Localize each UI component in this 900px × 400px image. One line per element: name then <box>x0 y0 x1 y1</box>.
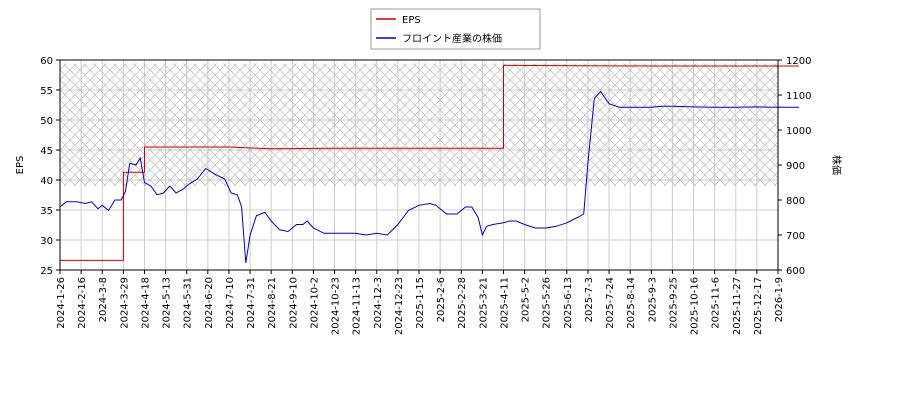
x-tick-label: 2024-1-26 <box>56 277 67 329</box>
x-tick-label: 2024-2-16 <box>77 277 88 329</box>
x-tick-label: 2025-11-27 <box>732 277 743 335</box>
eps-line <box>60 64 800 261</box>
x-tick-label: 2025-9-3 <box>647 277 658 322</box>
x-tick-label: 2024-12-23 <box>394 277 405 335</box>
x-tick-label: 2024-7-31 <box>246 277 257 329</box>
x-tick-label: 2025-4-11 <box>499 277 510 329</box>
x-tick-label: 2025-3-21 <box>478 277 489 329</box>
x-tick-label: 2025-11-6 <box>711 277 722 329</box>
x-tick-label: 2025-7-24 <box>605 277 616 329</box>
right-axis: 600 700 800 900 1000 1100 1200 <box>778 56 811 277</box>
stock-price-line <box>59 90 800 264</box>
hatched-band <box>60 63 778 186</box>
x-tick-label: 2025-5-2 <box>521 277 532 322</box>
legend: EPS フロイント産業の株価 <box>370 8 541 50</box>
x-tick-label: 2024-4-18 <box>140 277 151 329</box>
x-tick-label: 2025-1-15 <box>415 277 426 329</box>
series-layer <box>59 64 800 264</box>
left-tick-label: 55 <box>40 86 53 97</box>
x-tick-label: 2025-12-17 <box>753 277 764 335</box>
x-tick-label: 2025-8-14 <box>626 277 637 329</box>
right-tick-label: 1100 <box>786 91 811 102</box>
x-tick-label: 2025-6-13 <box>563 277 574 329</box>
right-tick-label: 600 <box>786 266 805 277</box>
x-tick-label: 2024-7-10 <box>225 277 236 329</box>
right-tick-label: 900 <box>786 161 805 172</box>
left-tick-label: 60 <box>40 56 53 67</box>
legend-box <box>370 8 541 50</box>
left-tick-label: 25 <box>40 266 53 277</box>
x-tick-label: 2024-3-29 <box>119 277 130 329</box>
x-tick-label: 2025-2-28 <box>457 277 468 329</box>
legend-label-stock: フロイント産業の株価 <box>402 32 502 45</box>
x-tick-label: 2025-5-26 <box>542 277 553 329</box>
x-tick-label: 2024-10-2 <box>309 277 320 329</box>
x-tick-label: 2024-11-13 <box>352 277 363 335</box>
right-tick-label: 800 <box>786 196 805 207</box>
x-tick-label: 2025-10-16 <box>690 277 701 335</box>
left-tick-label: 35 <box>40 206 53 217</box>
right-tick-label: 700 <box>786 231 805 242</box>
y-axis-label-right: 株価 <box>830 155 843 175</box>
x-tick-label: 2024-8-21 <box>267 277 278 329</box>
left-axis: 25 30 35 40 45 50 55 60 <box>40 56 60 277</box>
left-tick-label: 30 <box>40 236 53 247</box>
right-tick-label: 1000 <box>786 126 811 137</box>
x-tick-label: 2024-6-20 <box>204 277 215 329</box>
x-tick-label: 2024-3-8 <box>98 277 109 322</box>
x-tick-label: 2025-2-6 <box>436 277 447 322</box>
x-tick-label: 2024-10-23 <box>331 277 342 335</box>
x-axis: 2024-1-26 2024-2-16 2024-3-8 2024-3-29 2024-… <box>56 270 785 335</box>
left-tick-label: 40 <box>40 176 53 187</box>
x-tick-label: 2024-9-10 <box>288 277 299 329</box>
right-tick-label: 1200 <box>786 56 811 67</box>
left-tick-label: 45 <box>40 146 53 157</box>
legend-label-eps: EPS <box>402 15 421 26</box>
x-tick-label: 2025-9-25 <box>668 277 679 329</box>
y-axis-label-left: EPS <box>15 156 26 175</box>
x-tick-label: 2024-5-31 <box>183 277 194 329</box>
left-tick-label: 50 <box>40 116 53 127</box>
x-tick-label: 2025-7-3 <box>584 277 595 322</box>
x-tick-label: 2026-1-9 <box>774 277 785 322</box>
x-tick-label: 2024-12-3 <box>373 277 384 329</box>
x-tick-label: 2024-5-13 <box>162 277 173 329</box>
